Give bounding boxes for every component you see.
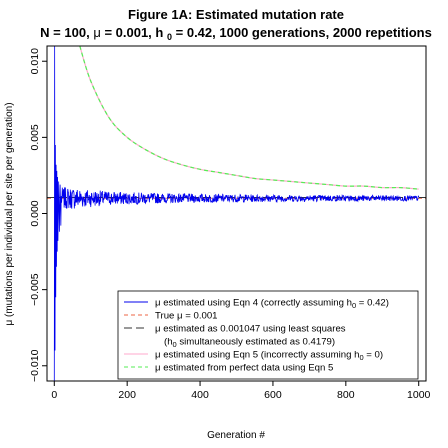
legend-box xyxy=(117,290,419,380)
y-axis: −0.010 −0.005 0.000 0.005 0.010 xyxy=(29,48,47,382)
chart-subtitle: N = 100, μ = 0.001, h 0 = 0.42, 1000 gen… xyxy=(40,25,432,43)
chart-title: Figure 1A: Estimated mutation rate xyxy=(128,7,344,22)
legend-label: True μ = 0.001 xyxy=(155,311,218,322)
x-tick-label: 1000 xyxy=(407,389,431,401)
y-axis-label: μ (mutations per individual per site per… xyxy=(4,102,15,325)
x-axis-label: Generation # xyxy=(207,430,265,441)
legend-label: μ estimated from perfect data using Eqn … xyxy=(155,363,333,374)
subtitle-n: N = 100, xyxy=(40,25,90,40)
x-tick-label: 0 xyxy=(51,389,57,401)
legend-label: μ estimated using Eqn 5 (incorrectly ass… xyxy=(155,350,383,363)
x-tick-label: 600 xyxy=(264,389,282,401)
legend: μ estimated using Eqn 4 (correctly assum… xyxy=(117,290,419,380)
x-tick-label: 200 xyxy=(118,389,136,401)
y-tick-label: −0.005 xyxy=(29,273,41,306)
series-perfect-data xyxy=(79,46,419,190)
subtitle-mu-symbol: μ xyxy=(93,25,101,40)
legend-label: μ estimated using Eqn 4 (correctly assum… xyxy=(155,298,389,311)
subtitle-h-value: = 0.42, xyxy=(176,25,216,40)
subtitle-h-subscript: 0 xyxy=(167,32,172,42)
legend-label: (h0 simultaneously estimated as 0.4179) xyxy=(164,337,335,350)
y-tick-label: 0.000 xyxy=(29,200,41,226)
subtitle-h: h xyxy=(155,25,163,40)
series-eqn4-estimate xyxy=(53,46,420,381)
y-tick-label: 0.005 xyxy=(29,124,41,150)
legend-label: μ estimated as 0.001047 using least squa… xyxy=(155,324,346,335)
y-tick-label: −0.010 xyxy=(29,349,41,382)
y-tick-label: 0.010 xyxy=(29,48,41,74)
series-eqn5-incorrect xyxy=(79,46,419,190)
x-axis: 0 200 400 600 800 1000 xyxy=(51,381,431,401)
x-tick-label: 400 xyxy=(191,389,209,401)
subtitle-rest: 1000 generations, 2000 repetitions xyxy=(219,25,431,40)
x-tick-label: 800 xyxy=(337,389,355,401)
subtitle-mu-value: = 0.001, xyxy=(104,25,151,40)
